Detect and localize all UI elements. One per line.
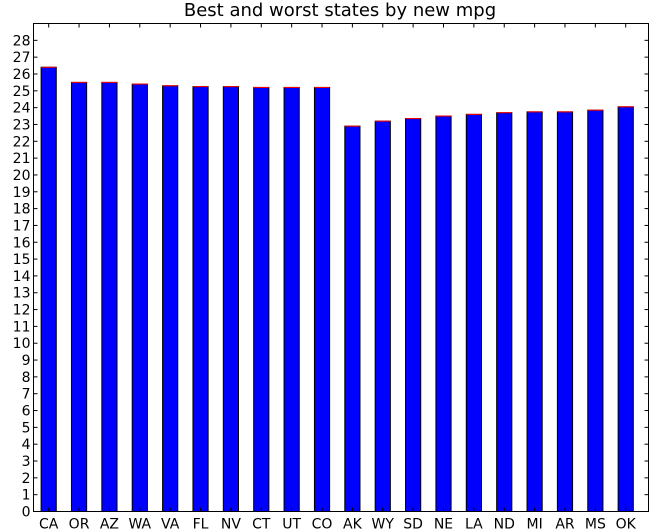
y-tick-label: 13 — [13, 286, 31, 302]
y-tick-label: 23 — [13, 117, 31, 133]
x-tick-label: NV — [221, 517, 241, 530]
x-tick-label: ND — [494, 517, 515, 530]
bar-ct — [253, 86, 270, 512]
y-tick-label: 21 — [13, 151, 31, 167]
x-tick-label: OR — [69, 517, 90, 530]
y-tick-label: 20 — [13, 168, 31, 184]
bar-wy — [374, 120, 391, 512]
x-tick-label: MS — [585, 517, 606, 530]
y-tick-label: 2 — [22, 471, 31, 487]
bar-co — [313, 86, 331, 512]
bar-ne — [435, 115, 452, 512]
bar-or — [70, 81, 88, 513]
y-tick-label: 1 — [22, 488, 31, 504]
x-tick-label: LA — [465, 517, 483, 530]
x-tick-label: CT — [252, 517, 271, 530]
x-tick-label: UT — [282, 517, 301, 530]
bar-fl — [192, 86, 209, 512]
y-tick-label: 28 — [13, 33, 31, 49]
x-tick-label: WA — [128, 517, 151, 530]
y-axis: 0123456789101112131415161718192021222324… — [13, 33, 649, 521]
bar-ut — [283, 86, 300, 512]
y-tick-label: 27 — [13, 50, 31, 66]
chart-title: Best and worst states by new mpg — [184, 0, 496, 21]
x-tick-label: FL — [193, 517, 209, 530]
y-tick-label: 19 — [13, 185, 31, 201]
y-tick-label: 4 — [22, 437, 31, 453]
bar-wa — [131, 83, 148, 512]
y-tick-label: 26 — [13, 67, 31, 83]
x-tick-label: AZ — [100, 517, 119, 530]
bar-la — [465, 113, 482, 513]
x-tick-label: CA — [39, 517, 59, 530]
x-tick-label: AR — [555, 517, 575, 530]
y-tick-label: 24 — [13, 101, 31, 117]
x-tick-label: OK — [616, 517, 637, 530]
y-tick-label: 17 — [13, 218, 31, 234]
y-tick-label: 5 — [22, 420, 31, 436]
y-tick-label: 6 — [22, 404, 31, 420]
bars-group — [40, 66, 634, 513]
x-tick-label: NE — [434, 517, 453, 530]
bar-ca — [40, 66, 57, 513]
y-tick-label: 0 — [22, 505, 31, 521]
x-tick-label: VA — [161, 517, 180, 530]
y-tick-label: 22 — [13, 134, 31, 150]
y-tick-label: 25 — [13, 84, 31, 100]
y-tick-label: 7 — [22, 387, 31, 403]
plot-frame — [33, 23, 649, 512]
x-tick-label: SD — [403, 517, 423, 530]
x-tick-label: CO — [312, 517, 333, 530]
y-tick-label: 14 — [13, 269, 31, 285]
y-tick-label: 18 — [13, 202, 31, 218]
bar-ar — [556, 111, 574, 513]
bar-sd — [405, 118, 422, 512]
y-tick-label: 15 — [13, 252, 31, 268]
x-tick-label: WY — [372, 517, 395, 530]
bar-ms — [587, 109, 604, 512]
x-axis: CA OR AZ WA VA FL NV CT UT CO AK WY SD NE LA ND MI AR MS OK — [39, 23, 637, 530]
y-tick-label: 9 — [22, 353, 31, 369]
y-tick-label: 12 — [13, 303, 31, 319]
y-tick-label: 11 — [13, 319, 31, 335]
y-tick-label: 16 — [13, 235, 31, 251]
y-tick-label: 10 — [13, 336, 31, 352]
x-tick-label: AK — [343, 517, 363, 530]
bar-az — [101, 81, 118, 513]
bar-ak — [344, 125, 361, 512]
bar-nd — [496, 112, 513, 512]
bar-mi — [526, 111, 543, 513]
bar-ok — [617, 106, 634, 513]
x-tick-label: MI — [527, 517, 543, 530]
bar-nv — [222, 86, 240, 512]
y-tick-label: 8 — [22, 370, 31, 386]
y-tick-label: 3 — [22, 454, 31, 470]
bar-va — [162, 85, 179, 513]
